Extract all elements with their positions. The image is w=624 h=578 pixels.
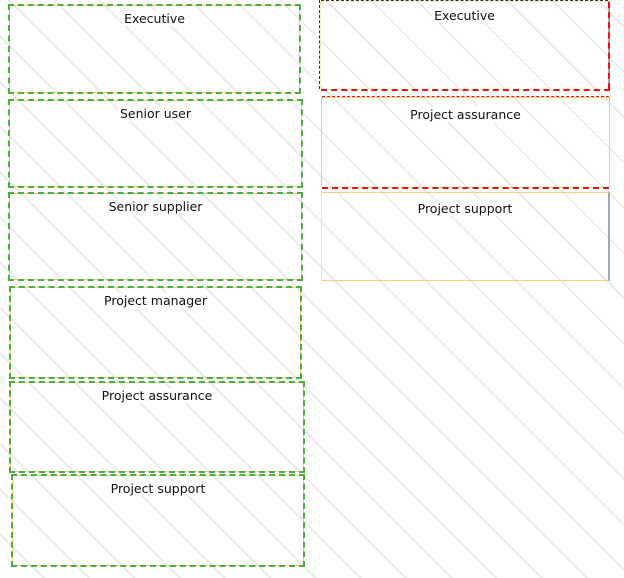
- box-senior-supplier[interactable]: Senior supplier: [8, 192, 303, 281]
- box-senior-user[interactable]: Senior user: [8, 99, 303, 188]
- box-label: Senior supplier: [106, 199, 205, 214]
- box-project-manager[interactable]: Project manager: [9, 286, 302, 379]
- box-executive[interactable]: Executive: [8, 4, 301, 94]
- target-executive[interactable]: Executive: [319, 0, 610, 91]
- box-label: Project assurance: [408, 107, 523, 122]
- target-project-support[interactable]: Project support: [321, 192, 610, 281]
- box-label: Project manager: [102, 293, 209, 308]
- box-project-support[interactable]: Project support: [11, 474, 305, 567]
- box-label: Senior user: [117, 106, 194, 121]
- box-label: Project support: [108, 481, 208, 496]
- box-label: Project support: [415, 201, 515, 216]
- box-project-assurance[interactable]: Project assurance: [9, 381, 305, 473]
- box-label: Executive: [122, 11, 187, 26]
- target-project-assurance[interactable]: Project assurance: [321, 96, 610, 189]
- box-label: Project assurance: [99, 388, 215, 403]
- box-label: Executive: [432, 8, 497, 23]
